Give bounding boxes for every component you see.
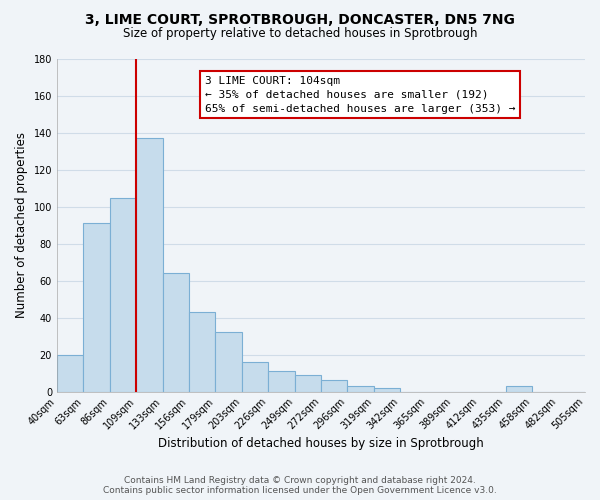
Bar — [110, 198, 136, 392]
Bar — [215, 332, 242, 392]
Bar — [242, 362, 268, 392]
Bar — [268, 372, 295, 392]
Bar — [189, 312, 215, 392]
Bar — [295, 375, 321, 392]
Bar — [347, 386, 374, 392]
Bar — [506, 386, 532, 392]
Bar — [83, 224, 110, 392]
Bar — [136, 138, 163, 392]
Bar — [57, 354, 83, 392]
Bar — [163, 274, 189, 392]
Y-axis label: Number of detached properties: Number of detached properties — [15, 132, 28, 318]
Bar — [374, 388, 400, 392]
X-axis label: Distribution of detached houses by size in Sprotbrough: Distribution of detached houses by size … — [158, 437, 484, 450]
Text: Size of property relative to detached houses in Sprotbrough: Size of property relative to detached ho… — [123, 28, 477, 40]
Text: Contains HM Land Registry data © Crown copyright and database right 2024.
Contai: Contains HM Land Registry data © Crown c… — [103, 476, 497, 495]
Bar — [321, 380, 347, 392]
Text: 3 LIME COURT: 104sqm
← 35% of detached houses are smaller (192)
65% of semi-deta: 3 LIME COURT: 104sqm ← 35% of detached h… — [205, 76, 515, 114]
Text: 3, LIME COURT, SPROTBROUGH, DONCASTER, DN5 7NG: 3, LIME COURT, SPROTBROUGH, DONCASTER, D… — [85, 12, 515, 26]
